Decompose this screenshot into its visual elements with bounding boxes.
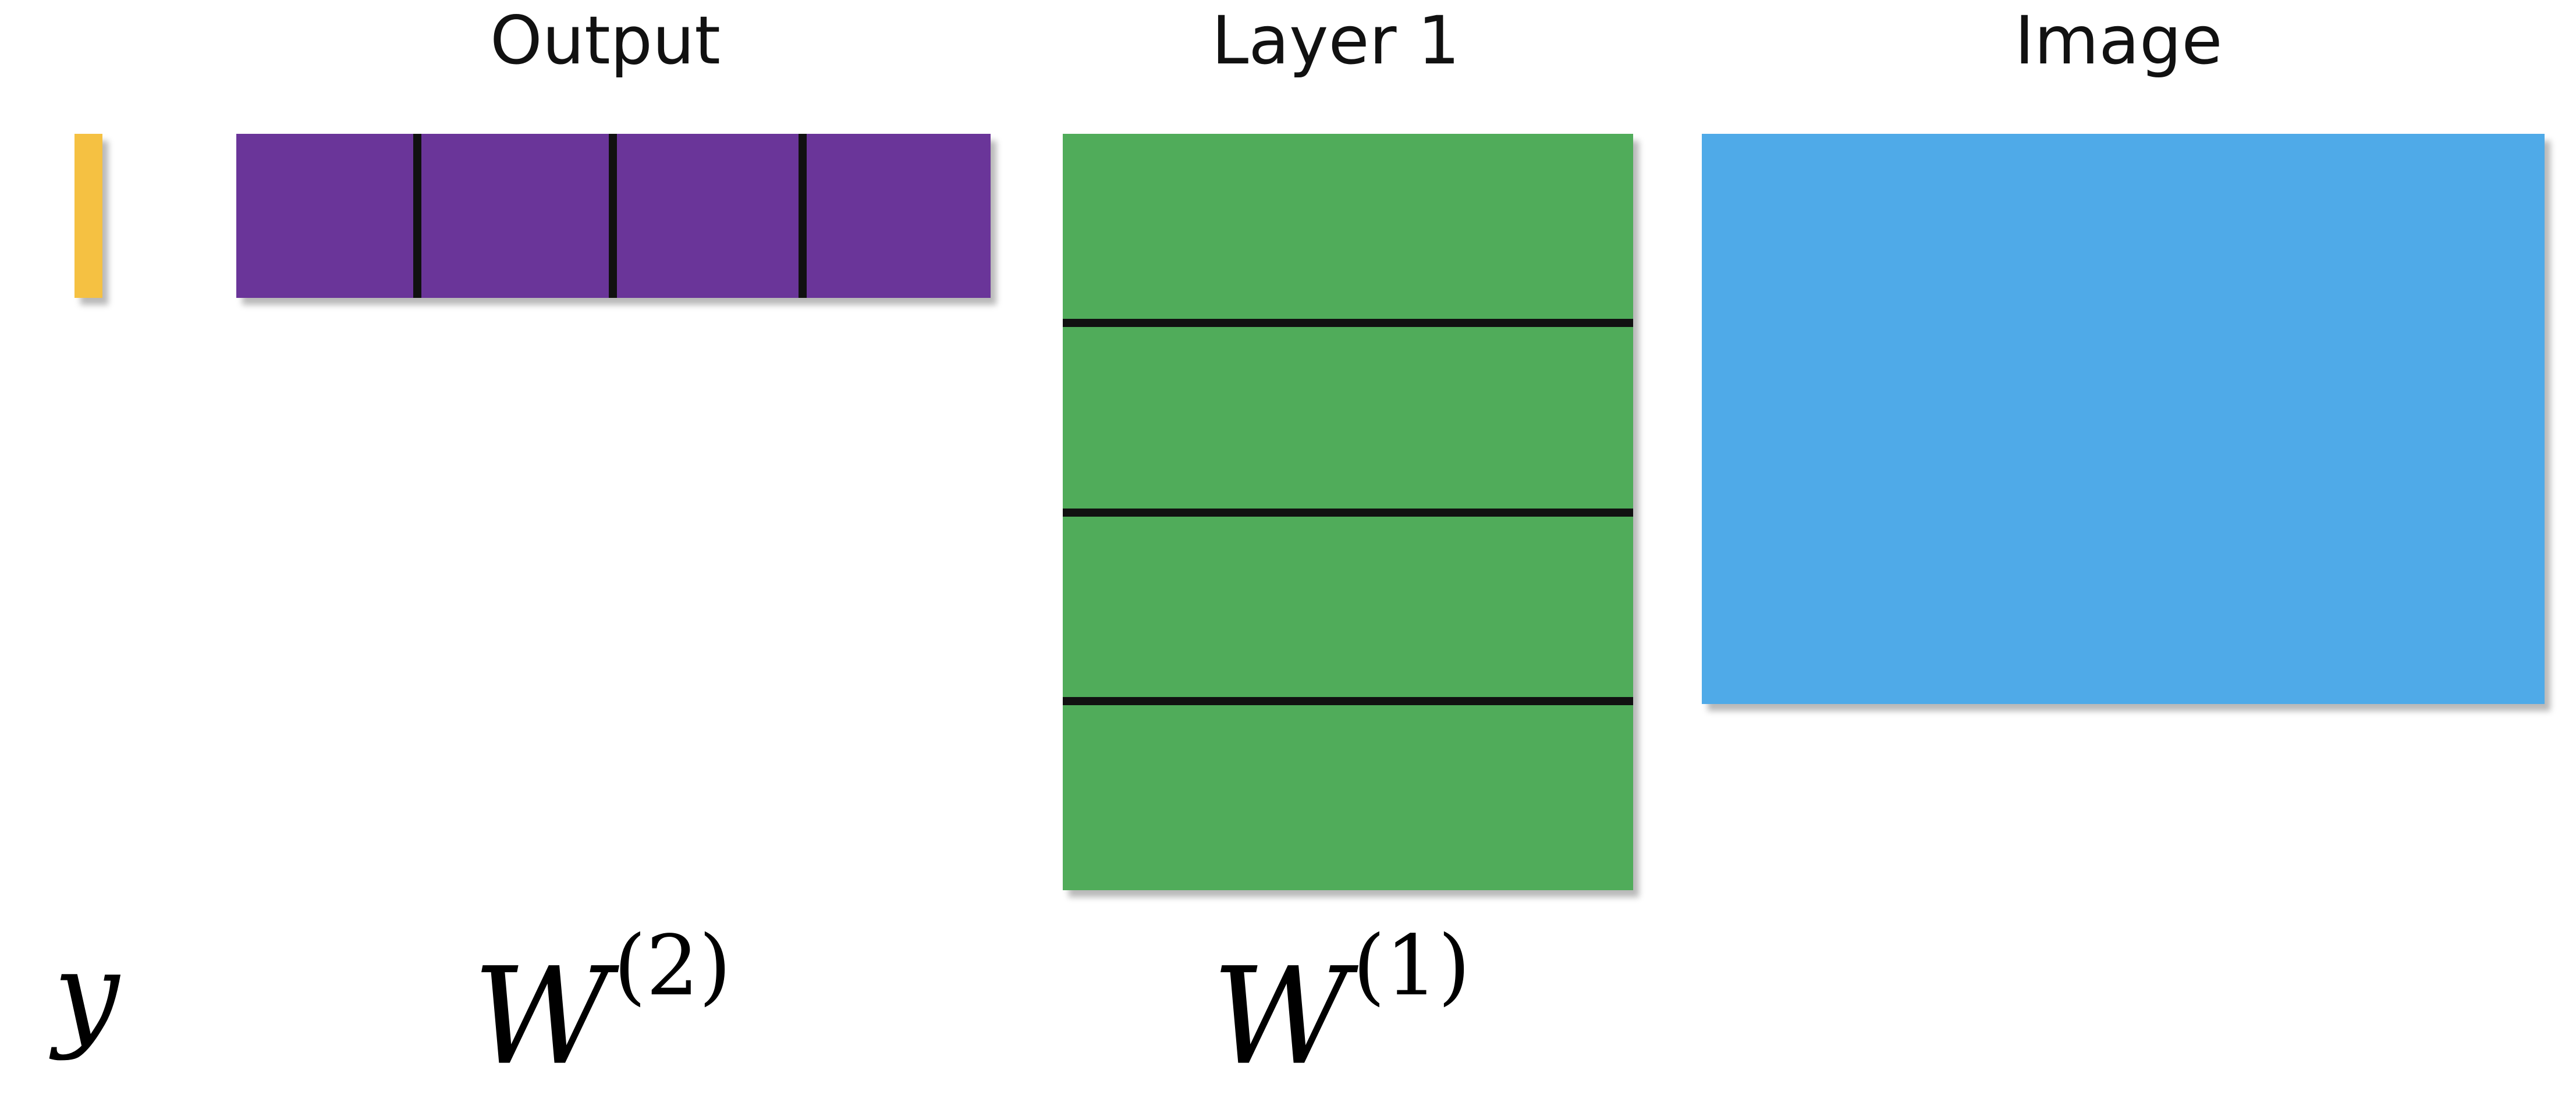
- layer1-heading: Layer 1: [1211, 2, 1460, 79]
- image-heading: Image: [2014, 2, 2223, 79]
- output-weights-block: [236, 134, 991, 298]
- w1-label: W(1): [1212, 913, 1470, 1093]
- output-weights-divider: [413, 134, 421, 298]
- layer1-weights-divider: [1063, 697, 1633, 705]
- w1-label-superscript: (1): [1353, 918, 1471, 1015]
- layer1-weights-divider: [1063, 509, 1633, 517]
- output-weights-divider: [799, 134, 807, 298]
- w1-label-base: W: [1212, 939, 1350, 1095]
- w2-label-base: W: [473, 939, 611, 1095]
- layer1-weights-divider: [1063, 319, 1633, 327]
- y-label: y: [54, 931, 119, 1059]
- image-block: [1702, 134, 2545, 704]
- y-label-text: y: [54, 927, 119, 1062]
- w2-label-superscript: (2): [613, 918, 732, 1015]
- output-weights-divider: [609, 134, 617, 298]
- output-heading: Output: [490, 2, 721, 79]
- w2-label: W(2): [473, 913, 731, 1093]
- layer1-weights-block: [1063, 134, 1633, 890]
- y-vector: [74, 134, 102, 298]
